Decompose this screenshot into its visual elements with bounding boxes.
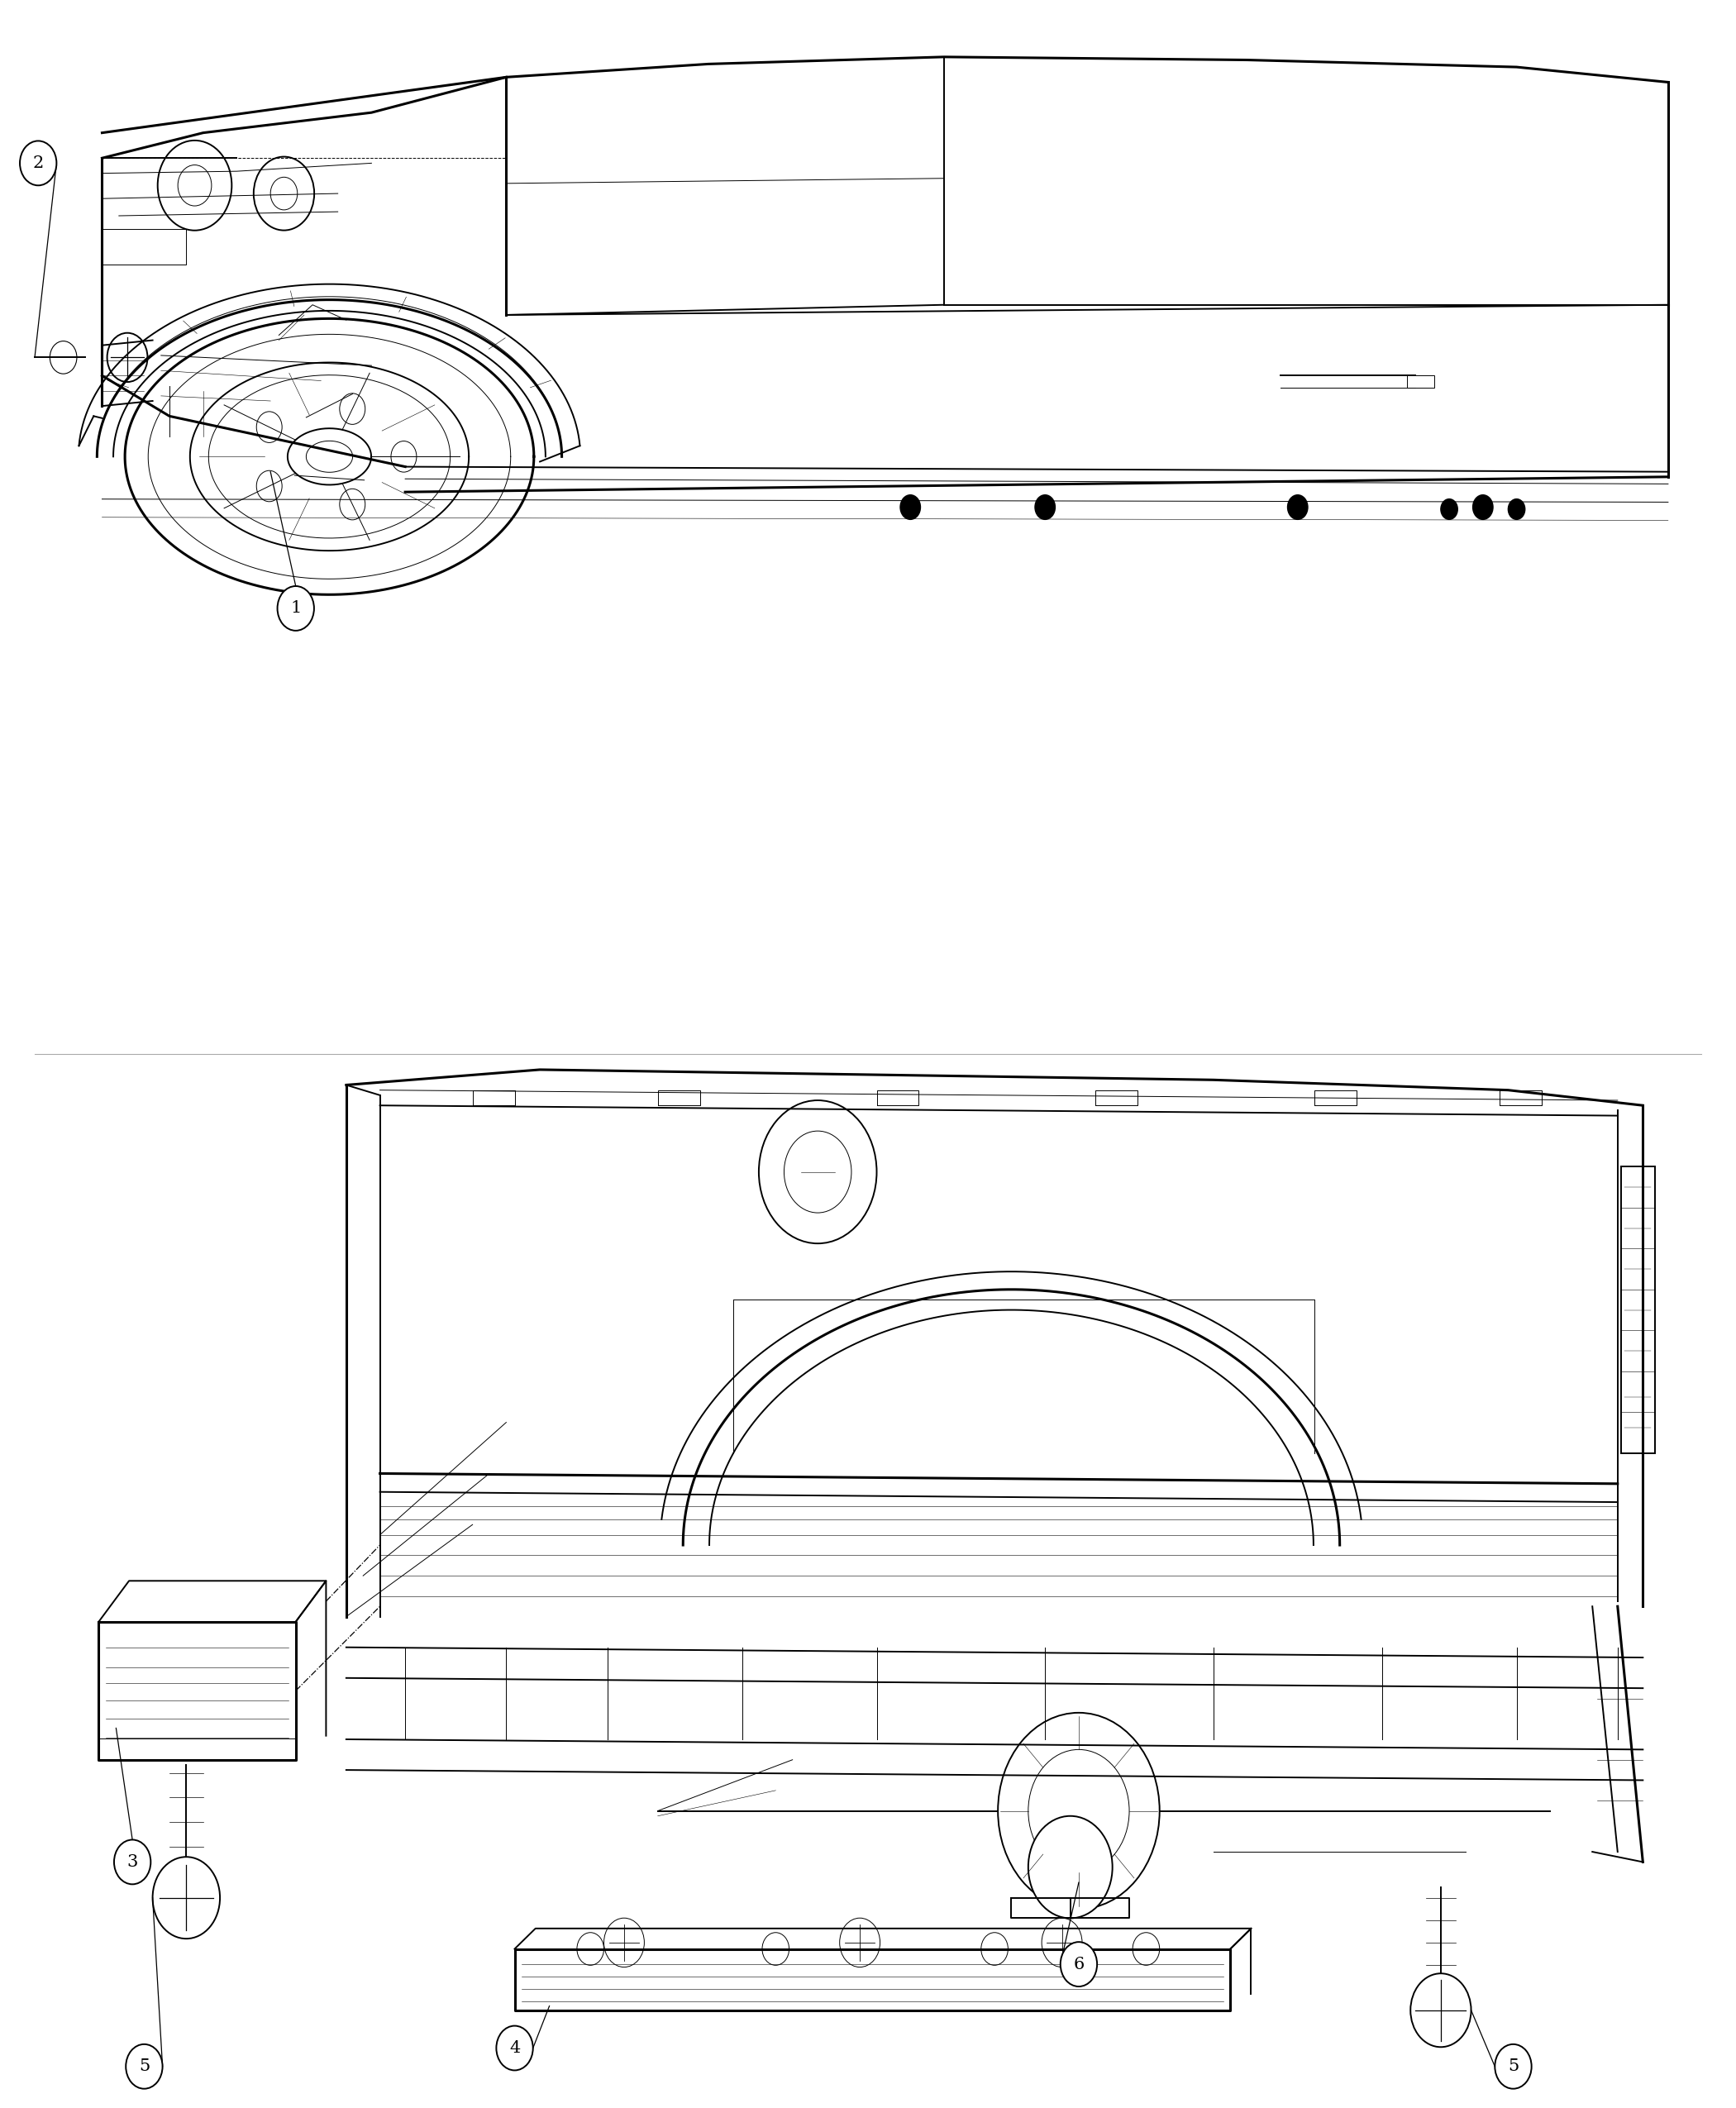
Circle shape xyxy=(576,1933,604,1965)
Circle shape xyxy=(762,1933,790,1965)
Circle shape xyxy=(604,1918,644,1967)
Text: 5: 5 xyxy=(1509,2060,1519,2074)
Circle shape xyxy=(1035,495,1055,519)
Circle shape xyxy=(785,1132,851,1212)
Circle shape xyxy=(115,1840,151,1885)
Circle shape xyxy=(257,470,281,502)
Circle shape xyxy=(998,1712,1160,1910)
Circle shape xyxy=(177,164,212,207)
Circle shape xyxy=(1495,2045,1531,2089)
Circle shape xyxy=(125,2045,163,2089)
Text: 1: 1 xyxy=(290,601,302,616)
Text: 2: 2 xyxy=(33,156,43,171)
Circle shape xyxy=(901,495,920,519)
Circle shape xyxy=(759,1100,877,1244)
Circle shape xyxy=(340,394,365,424)
Circle shape xyxy=(1042,1918,1082,1967)
Circle shape xyxy=(1028,1815,1113,1918)
Text: 6: 6 xyxy=(1073,1956,1085,1973)
Circle shape xyxy=(340,489,365,521)
Bar xyxy=(1621,1168,1654,1452)
Circle shape xyxy=(158,141,231,230)
Circle shape xyxy=(153,1857,220,1939)
Circle shape xyxy=(391,441,417,472)
Circle shape xyxy=(271,177,297,211)
Text: 3: 3 xyxy=(127,1855,137,1870)
Circle shape xyxy=(1132,1933,1160,1965)
Circle shape xyxy=(1061,1941,1097,1986)
Circle shape xyxy=(19,141,57,186)
Text: 5: 5 xyxy=(139,2060,149,2074)
Circle shape xyxy=(1441,500,1458,519)
Circle shape xyxy=(1472,495,1493,519)
Circle shape xyxy=(50,341,76,373)
Bar xyxy=(1408,375,1434,388)
Text: 4: 4 xyxy=(509,2041,521,2055)
Circle shape xyxy=(1028,1750,1128,1872)
Circle shape xyxy=(253,156,314,230)
Circle shape xyxy=(1509,500,1524,519)
Circle shape xyxy=(108,333,148,382)
Circle shape xyxy=(840,1918,880,1967)
Circle shape xyxy=(1410,1973,1470,2047)
Circle shape xyxy=(981,1933,1009,1965)
Circle shape xyxy=(1288,495,1307,519)
Circle shape xyxy=(496,2026,533,2070)
Circle shape xyxy=(257,411,281,443)
Circle shape xyxy=(278,586,314,630)
